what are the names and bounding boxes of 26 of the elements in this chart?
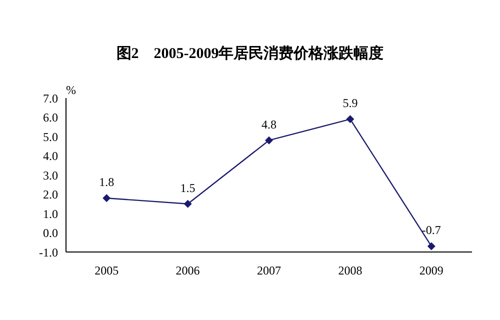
y-axis-title: % [66, 83, 76, 98]
y-tick-label: 0.0 [43, 226, 58, 240]
point [102, 194, 111, 202]
y-tick-label: 1.0 [43, 206, 58, 221]
y-tick-label: 6.0 [43, 110, 58, 125]
y-tick-label: 4.0 [43, 149, 58, 164]
point [427, 242, 436, 250]
x-tick-label: 2005 [94, 264, 119, 278]
point [265, 136, 273, 144]
x-tick-label: 2007 [257, 264, 281, 278]
data-label: 5.9 [342, 96, 358, 110]
chart-title: 图2 2005-2009年居民消费价格涨跌幅度 [115, 44, 385, 63]
x-tick-label: 2006 [176, 264, 200, 278]
data-label: 1.5 [180, 180, 196, 195]
x-tick-label: 2008 [338, 264, 362, 278]
point [346, 115, 354, 124]
x-tick-label: 2009 [419, 264, 444, 278]
data-label: 4.8 [262, 117, 276, 132]
y-tick-label: 3.0 [43, 168, 58, 182]
y-tick-label: -1.0 [39, 245, 58, 260]
point [184, 200, 192, 208]
y-tick-label: 7.0 [43, 91, 58, 106]
data-label: -0.7 [422, 223, 441, 238]
y-tick-label: 2.0 [43, 188, 58, 202]
y-tick-label: 5.0 [43, 130, 58, 144]
data-label: 1.8 [99, 175, 114, 190]
